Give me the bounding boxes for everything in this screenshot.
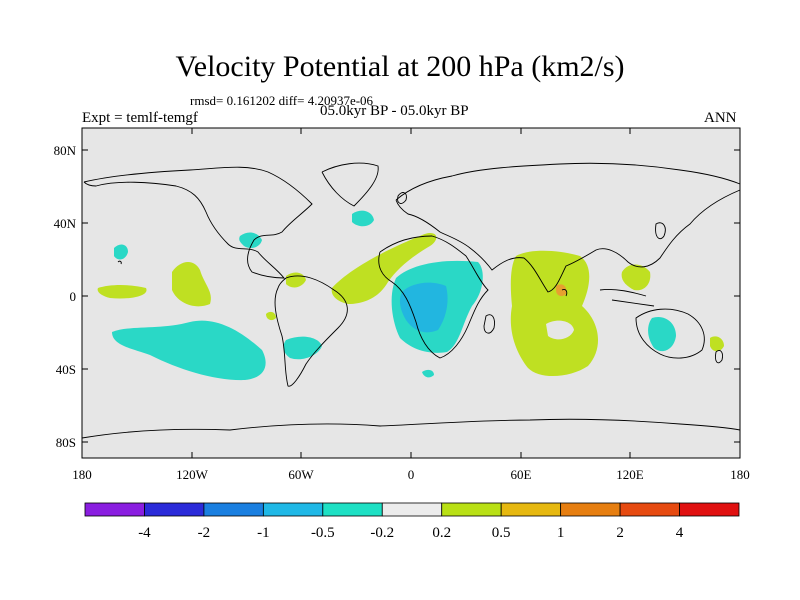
colorbar-labels: -4 -2 -1 -0.5 -0.2 0.2 0.5 1 2 4 — [138, 525, 684, 541]
colorbar-label: 2 — [616, 525, 624, 541]
coast-greenland — [321, 162, 379, 207]
negative-region-south-america — [283, 336, 322, 360]
positive-region-central-pacific — [97, 285, 147, 299]
colorbar-label: -4 — [138, 525, 151, 541]
colorbar-swatch — [679, 502, 740, 517]
lat-tick-label: 40N — [54, 216, 77, 231]
negative-region-north-atlantic — [352, 210, 374, 227]
lon-tick-label: 0 — [408, 467, 415, 482]
colorbar-label: 0.5 — [492, 525, 511, 541]
coast-madagascar — [483, 314, 495, 334]
colorbar-swatch — [500, 502, 562, 517]
lon-tick-label: 60W — [288, 467, 314, 482]
colorbar-label: 1 — [557, 525, 565, 541]
colorbar-label: -2 — [198, 525, 211, 541]
lon-tick-label: 180 — [72, 467, 92, 482]
period-label: 05.0kyr BP - 05.0kyr BP — [320, 103, 469, 119]
colorbar-swatch — [144, 502, 205, 517]
coast-sri-lanka — [561, 289, 568, 297]
colorbar-label: 4 — [676, 525, 684, 541]
lat-tick-label: 40S — [56, 362, 76, 377]
positive-region-atlantic — [331, 233, 437, 304]
lat-tick-label: 0 — [70, 289, 77, 304]
colorbar-label: -1 — [257, 525, 270, 541]
colorbar — [84, 502, 740, 517]
lon-axis — [81, 128, 741, 458]
negative-region-south-pacific — [112, 320, 266, 381]
colorbar-swatch — [203, 502, 264, 517]
colorbar-swatch — [441, 502, 502, 517]
coastlines — [81, 162, 741, 439]
coast-antarctica — [81, 418, 741, 439]
negative-region-hawaii — [114, 244, 128, 260]
coast-indonesia — [599, 289, 655, 307]
coast-uk — [397, 192, 407, 204]
positive-region-peru — [266, 311, 276, 321]
lat-axis — [82, 149, 740, 443]
negative-region-caribbean — [239, 232, 262, 248]
colorbar-swatch — [262, 502, 324, 517]
coast-japan — [655, 222, 666, 240]
season-label: ANN — [704, 110, 737, 126]
positive-region-philippines — [621, 264, 651, 291]
positive-hole-indian-ocean — [546, 320, 574, 340]
negative-core-africa — [399, 282, 448, 333]
colorbar-swatch — [560, 502, 621, 517]
colorbar-label: -0.5 — [311, 525, 335, 541]
experiment-label: Expt = temlf-temgf — [82, 110, 198, 126]
lat-tick-label: 80S — [56, 435, 76, 450]
colorbar-swatch — [619, 502, 680, 517]
lon-tick-label: 120W — [176, 467, 209, 482]
plot-title: Velocity Potential at 200 hPa (km2/s) — [175, 50, 625, 83]
colorbar-label: -0.2 — [370, 525, 394, 541]
lon-tick-label: 120E — [616, 467, 644, 482]
positive-region-coral-sea — [710, 336, 724, 352]
stats-line: rmsd= 0.161202 diff= 4.20937e-06 — [190, 93, 374, 108]
positive-region-indian-ocean — [510, 250, 599, 377]
lon-tick-label: 180 — [730, 467, 750, 482]
negative-region-australia — [648, 316, 676, 352]
coast-eurasia — [395, 162, 741, 293]
colorbar-swatch — [84, 502, 145, 517]
coast-australia — [635, 308, 705, 359]
coast-new-zealand — [715, 349, 723, 364]
lon-tick-label: 60E — [511, 467, 532, 482]
negative-region-south-atlantic — [422, 369, 434, 378]
colorbar-label: 0.2 — [432, 525, 451, 541]
coast-africa — [378, 235, 489, 359]
positive-region-east-pacific — [172, 261, 211, 307]
coast-south-america — [274, 275, 348, 387]
lat-tick-label: 80N — [54, 143, 77, 158]
colorbar-swatch — [381, 502, 443, 517]
coast-north-america — [83, 166, 313, 279]
colorbar-swatch — [322, 502, 383, 517]
coast-hawaii — [117, 260, 122, 265]
positive-core-india — [556, 284, 567, 297]
